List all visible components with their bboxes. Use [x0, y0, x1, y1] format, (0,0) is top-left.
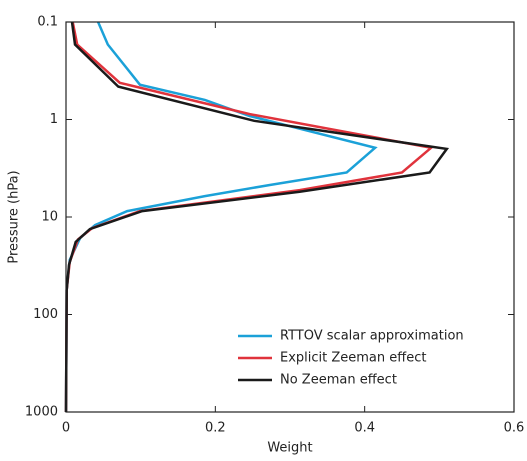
plot-frame	[65, 21, 515, 413]
x-axis-label: Weight	[267, 441, 312, 456]
legend-label: RTTOV scalar approximation	[280, 329, 464, 344]
x-tick-label: 0	[62, 421, 70, 436]
x-tick-label: 0.6	[504, 421, 525, 436]
legend-label: Explicit Zeeman effect	[280, 351, 426, 366]
y-axis-label: Pressure (hPa)	[7, 170, 22, 263]
y-tick-label: 1	[50, 112, 58, 127]
series-line	[64, 21, 450, 413]
y-tick-label: 10	[41, 210, 58, 225]
y-tick-label: 1000	[25, 405, 58, 420]
y-tick-label: 100	[33, 307, 58, 322]
y-tick-label: 0.1	[37, 15, 58, 30]
x-tick-label: 0.4	[354, 421, 375, 436]
legend-label: No Zeeman effect	[280, 373, 397, 388]
x-tick-label: 0.2	[205, 421, 226, 436]
